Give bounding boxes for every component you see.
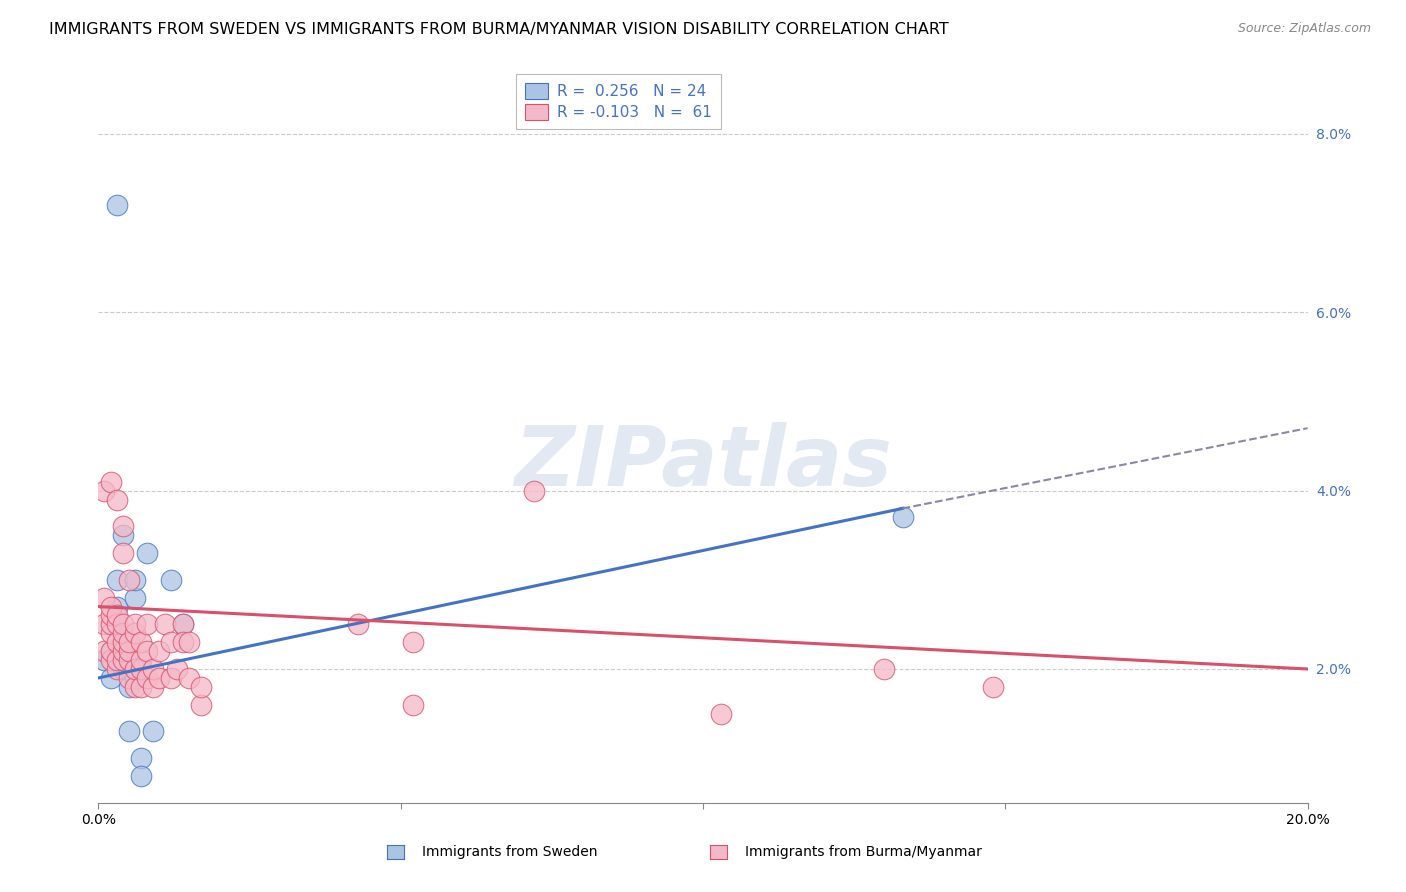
Text: Immigrants from Sweden: Immigrants from Sweden — [422, 845, 598, 859]
Point — [135, 546, 157, 560]
Point — [142, 680, 165, 694]
Point — [179, 635, 201, 649]
Point — [118, 644, 141, 658]
Point — [105, 635, 128, 649]
Point — [100, 644, 122, 658]
Point — [172, 617, 194, 632]
Point — [129, 769, 152, 783]
Point — [160, 671, 183, 685]
Point — [142, 662, 165, 676]
Point — [93, 591, 115, 605]
Point — [402, 635, 425, 649]
Point — [135, 644, 157, 658]
Point — [129, 751, 152, 765]
Text: Source: ZipAtlas.com: Source: ZipAtlas.com — [1237, 22, 1371, 36]
Point — [148, 671, 170, 685]
Point — [111, 653, 134, 667]
Point — [124, 671, 146, 685]
Point — [166, 662, 188, 676]
Point — [710, 706, 733, 721]
Point — [111, 546, 134, 560]
Point — [160, 635, 183, 649]
Point — [118, 653, 141, 667]
Point — [135, 671, 157, 685]
Point — [129, 653, 152, 667]
Point — [118, 644, 141, 658]
Text: ZIPatlas: ZIPatlas — [515, 422, 891, 503]
Point — [111, 617, 134, 632]
Point — [118, 680, 141, 694]
Point — [105, 198, 128, 212]
Point — [111, 644, 134, 658]
Point — [402, 698, 425, 712]
Point — [124, 591, 146, 605]
Point — [124, 573, 146, 587]
Point — [105, 599, 128, 614]
Point — [172, 635, 194, 649]
Point — [100, 644, 122, 658]
Point — [111, 519, 134, 533]
Point — [179, 671, 201, 685]
Text: Immigrants from Burma/Myanmar: Immigrants from Burma/Myanmar — [745, 845, 981, 859]
Point — [111, 635, 134, 649]
Point — [124, 626, 146, 640]
Point — [347, 617, 370, 632]
Point — [111, 662, 134, 676]
Point — [105, 608, 128, 623]
Point — [100, 617, 122, 632]
Point — [105, 492, 128, 507]
Point — [124, 680, 146, 694]
Point — [118, 635, 141, 649]
Point — [190, 680, 212, 694]
Point — [160, 573, 183, 587]
Point — [100, 599, 122, 614]
Point — [124, 617, 146, 632]
Point — [93, 483, 115, 498]
Point — [891, 510, 914, 524]
Point — [105, 573, 128, 587]
Point — [105, 617, 128, 632]
Point — [873, 662, 896, 676]
Point — [190, 698, 212, 712]
Point — [100, 671, 122, 685]
Point — [981, 680, 1004, 694]
Point — [153, 617, 176, 632]
Point — [105, 617, 128, 632]
Point — [118, 724, 141, 739]
Point — [129, 680, 152, 694]
Point — [172, 617, 194, 632]
Point — [93, 617, 115, 632]
Point — [93, 653, 115, 667]
Point — [105, 662, 128, 676]
Point — [100, 626, 122, 640]
Point — [118, 662, 141, 676]
Point — [100, 653, 122, 667]
Point — [124, 662, 146, 676]
Point — [111, 626, 134, 640]
Point — [129, 635, 152, 649]
Point — [100, 475, 122, 489]
Point — [111, 635, 134, 649]
Legend: R =  0.256   N = 24, R = -0.103   N =  61: R = 0.256 N = 24, R = -0.103 N = 61 — [516, 74, 721, 129]
Point — [93, 644, 115, 658]
Point — [135, 617, 157, 632]
Point — [148, 644, 170, 658]
Point — [142, 724, 165, 739]
Point — [118, 573, 141, 587]
Point — [523, 483, 546, 498]
Point — [105, 653, 128, 667]
Point — [100, 608, 122, 623]
Point — [129, 662, 152, 676]
Text: IMMIGRANTS FROM SWEDEN VS IMMIGRANTS FROM BURMA/MYANMAR VISION DISABILITY CORREL: IMMIGRANTS FROM SWEDEN VS IMMIGRANTS FRO… — [49, 22, 949, 37]
Point — [111, 528, 134, 542]
Point — [118, 671, 141, 685]
